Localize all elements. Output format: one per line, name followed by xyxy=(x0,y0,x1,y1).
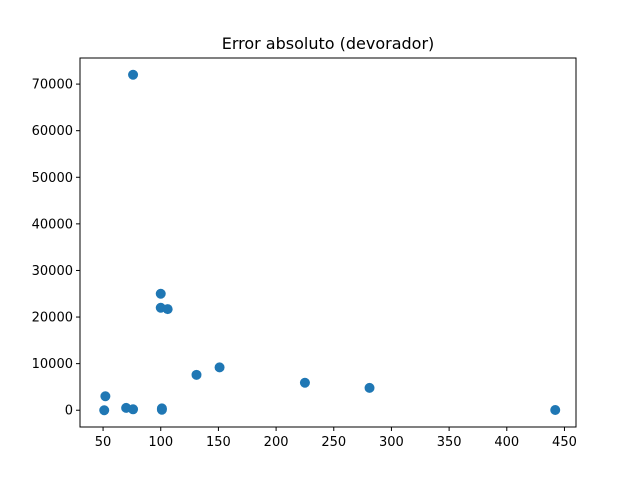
x-tick-label: 50 xyxy=(95,435,112,450)
data-point xyxy=(128,404,139,415)
data-point xyxy=(128,69,139,80)
data-point xyxy=(550,404,561,415)
data-point xyxy=(156,404,167,415)
y-tick-label: 30000 xyxy=(32,264,73,279)
x-tick-label: 250 xyxy=(321,435,346,450)
data-point xyxy=(299,377,310,388)
x-tick-label: 350 xyxy=(437,435,462,450)
chart-title: Error absoluto (devorador) xyxy=(222,34,435,53)
y-tick-label: 40000 xyxy=(32,217,73,232)
data-point xyxy=(99,405,110,416)
data-point xyxy=(155,288,166,299)
x-tick-label: 300 xyxy=(379,435,404,450)
data-point xyxy=(364,382,375,393)
x-tick-label: 200 xyxy=(264,435,289,450)
y-tick-label: 50000 xyxy=(32,171,73,186)
data-points-group xyxy=(99,69,561,416)
y-tick-label: 0 xyxy=(65,404,73,419)
y-tick-label: 10000 xyxy=(32,357,73,372)
data-point xyxy=(100,391,111,402)
data-point xyxy=(214,362,225,373)
x-tick-label: 400 xyxy=(494,435,519,450)
x-axis: 50 100 150 200 250 300 350 400 450 xyxy=(95,427,577,450)
y-tick-label: 20000 xyxy=(32,311,73,326)
y-axis: 0 10000 20000 30000 40000 50000 60000 70000 xyxy=(32,78,80,419)
data-point xyxy=(162,304,173,315)
plot-frame xyxy=(79,57,577,428)
y-tick-label: 70000 xyxy=(32,78,73,93)
x-tick-label: 150 xyxy=(206,435,231,450)
x-tick-label: 450 xyxy=(552,435,577,450)
y-tick-label: 60000 xyxy=(32,124,73,139)
x-tick-label: 100 xyxy=(148,435,173,450)
data-point xyxy=(191,369,202,380)
